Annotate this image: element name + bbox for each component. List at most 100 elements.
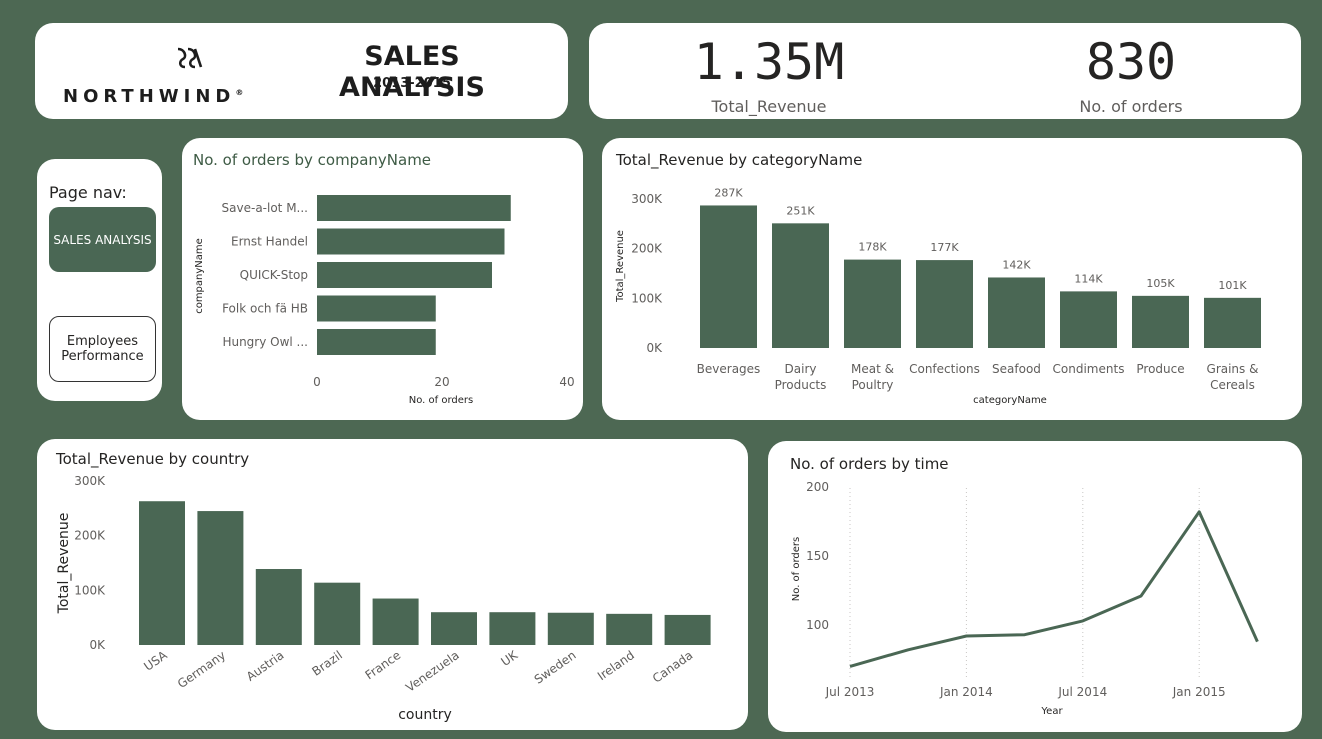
orders-by-time-card: No. of orders by time Jul 2013 Jan 2014 Ju… xyxy=(768,441,1302,732)
category-label: Save-a-lot M... xyxy=(222,201,308,215)
category-label: Grains & xyxy=(1207,362,1259,376)
bar xyxy=(1132,295,1189,348)
logo-wordmark: NORTHWIND® xyxy=(63,86,244,107)
x-axis-title: categoryName xyxy=(973,395,1047,406)
data-label: 251K xyxy=(786,204,815,217)
bar xyxy=(664,614,711,645)
page-nav-title: Page nav: xyxy=(49,183,127,202)
x-tick-label: 20 xyxy=(434,375,449,389)
bar xyxy=(844,259,901,348)
chart-title: Total_Revenue by country xyxy=(56,450,250,468)
bar xyxy=(1204,297,1261,348)
chart-title: No. of orders by time xyxy=(790,455,949,473)
nav-button-label-line1: Employees xyxy=(66,334,139,349)
category-label: Sweden xyxy=(532,648,579,687)
category-label: Cereals xyxy=(1210,378,1255,392)
data-label: 105K xyxy=(1146,277,1175,290)
category-label: Beverages xyxy=(697,362,761,376)
kpi-card: 1.35M Total_Revenue 830 No. of orders xyxy=(589,23,1301,119)
x-tick-label: Jul 2014 xyxy=(1057,685,1107,699)
orders-by-company-chart: Save-a-lot M... Ernst Handel QUICK-Stop Fol… xyxy=(194,195,575,406)
orders-by-time-chart: Jul 2013 Jan 2014 Jul 2014 Jan 2015 100 150 20… xyxy=(791,480,1259,717)
data-label: 287K xyxy=(714,186,743,199)
page-title: SALES ANALYSIS xyxy=(339,41,485,103)
y-tick-label: 150 xyxy=(806,549,829,563)
category-label: Poultry xyxy=(852,378,894,392)
orders-by-company-card: No. of orders by companyName Save-a-lot … xyxy=(182,138,583,420)
y-axis-title: Total_Revenue xyxy=(56,513,72,615)
category-label: UK xyxy=(498,647,521,669)
orders-kpi-value: 830 xyxy=(1085,33,1177,91)
bar xyxy=(317,195,511,221)
nav-button-sales-analysis[interactable]: SALES ANALYSIS xyxy=(49,207,156,272)
series-line xyxy=(849,510,1259,668)
data-label: 101K xyxy=(1218,279,1247,292)
y-tick-label: 0K xyxy=(646,341,663,355)
x-tick-label: 0 xyxy=(313,375,321,389)
nav-button-label-line2: Performance xyxy=(61,349,144,364)
bar xyxy=(700,205,757,348)
bar xyxy=(314,582,361,645)
bar xyxy=(317,329,436,355)
header-card: NORTHWIND® SALES ANALYSIS 2013-2015 xyxy=(35,23,568,119)
revenue-by-country-card: Total_Revenue by country 0K 100K 200K 300K U… xyxy=(37,439,748,730)
data-label: 114K xyxy=(1074,272,1103,285)
category-label: Austria xyxy=(244,648,287,684)
revenue-kpi-value: 1.35M xyxy=(693,33,845,91)
y-tick-label: 200 xyxy=(806,480,829,494)
page-nav-card: Page nav: SALES ANALYSIS Employees Perfo… xyxy=(37,159,162,401)
y-tick-label: 300K xyxy=(631,192,663,206)
bar xyxy=(547,612,594,645)
category-label: QUICK-Stop xyxy=(240,268,308,282)
category-label: Condiments xyxy=(1053,362,1125,376)
x-axis-title: country xyxy=(398,707,452,723)
revenue-by-category-chart: 0K 100K 200K 300K 287K Beverages 251K Dairy Prod… xyxy=(615,186,1261,406)
category-label: Dairy xyxy=(785,362,817,376)
bar xyxy=(1060,291,1117,348)
bar xyxy=(255,569,302,645)
y-tick-label: 0K xyxy=(89,638,106,652)
revenue-kpi-label: Total_Revenue xyxy=(711,97,827,116)
x-axis-title: Year xyxy=(1040,706,1063,717)
category-label: Folk och fä HB xyxy=(222,302,308,316)
y-axis-title: Total_Revenue xyxy=(615,230,626,303)
category-label: Products xyxy=(775,378,827,392)
bar xyxy=(197,511,244,645)
y-axis-title: companyName xyxy=(194,238,205,314)
bar xyxy=(606,613,653,645)
revenue-by-country-chart: 0K 100K 200K 300K USA Germany Austria Brazil Fra… xyxy=(56,474,711,723)
chart-title: No. of orders by companyName xyxy=(193,151,432,169)
category-label: Hungry Owl ... xyxy=(222,335,308,349)
chart-title: Total_Revenue by categoryName xyxy=(616,151,863,169)
category-label: France xyxy=(363,648,404,682)
category-label: Seafood xyxy=(992,362,1041,376)
y-tick-label: 200K xyxy=(631,242,663,256)
northwind-logo-icon xyxy=(177,47,203,69)
x-tick-label: Jan 2014 xyxy=(939,685,993,699)
bar xyxy=(317,262,492,288)
data-label: 142K xyxy=(1002,258,1031,271)
revenue-by-category-card: Total_Revenue by categoryName 0K 100K 200K… xyxy=(602,138,1302,420)
x-axis-title: No. of orders xyxy=(409,395,473,406)
category-label: USA xyxy=(141,648,170,674)
x-tick-label: Jan 2015 xyxy=(1172,685,1226,699)
category-label: Brazil xyxy=(309,648,344,679)
page-subtitle: 2013-2015 xyxy=(373,76,451,91)
x-tick-label: 40 xyxy=(559,375,574,389)
bar xyxy=(139,501,185,645)
bar xyxy=(916,260,973,348)
category-label: Ireland xyxy=(595,648,637,683)
data-label: 177K xyxy=(930,241,959,254)
y-axis-title: No. of orders xyxy=(791,537,802,601)
category-label: Ernst Handel xyxy=(231,235,308,249)
orders-kpi-label: No. of orders xyxy=(1079,97,1183,116)
bar xyxy=(431,612,477,645)
category-label: Canada xyxy=(650,648,695,686)
bar xyxy=(372,598,419,645)
nav-button-employees-performance[interactable]: Employees Performance xyxy=(49,316,156,382)
y-tick-label: 100 xyxy=(806,618,829,632)
category-label: Venezuela xyxy=(403,648,462,695)
category-label: Meat & xyxy=(851,362,894,376)
y-tick-label: 100K xyxy=(74,583,106,597)
bar xyxy=(772,223,829,348)
